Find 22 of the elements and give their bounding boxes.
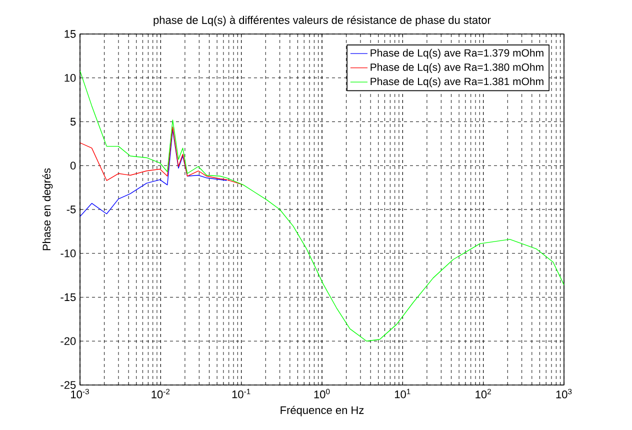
legend-label: Phase de Lq(s) ave Ra=1.380 mOhm (370, 63, 544, 73)
x-tick-label: 10$^{1}$ (394, 388, 410, 398)
y-axis-title: Phase en degrés (42, 168, 53, 250)
y-tick-label: 15 (64, 30, 76, 38)
legend-label: Phase de Lq(s) ave Ra=1.381 mOhm (370, 77, 544, 88)
y-tick-label: 5 (70, 118, 76, 126)
y-tick-label: -15 (60, 293, 76, 302)
y-tick-label: -20 (60, 337, 76, 346)
x-tick-label: 10$^{0}$ (314, 388, 330, 398)
y-tick-label: -25 (60, 381, 76, 389)
x-tick-label: 10$^{-3}$ (71, 388, 89, 398)
chart-title: phase de Lq(s) à différentes valeurs de résistance de phase du stator (154, 16, 491, 26)
y-tick-label: 0 (70, 162, 76, 170)
legend-label: Phase de Lq(s) ave Ra=1.379 mOhm (370, 48, 544, 59)
x-tick-label: 10$^{-2}$ (152, 388, 170, 398)
y-tick-label: -5 (66, 206, 76, 214)
y-tick-label: 10 (64, 74, 76, 82)
x-axis-title: Fréquence en Hz (280, 406, 364, 416)
x-tick-label: 10$^{2}$ (476, 388, 491, 398)
y-tick-label: -10 (60, 249, 76, 258)
x-tick-label: 10$^{-1}$ (232, 388, 250, 398)
x-tick-label: 10$^{3}$ (556, 388, 572, 398)
